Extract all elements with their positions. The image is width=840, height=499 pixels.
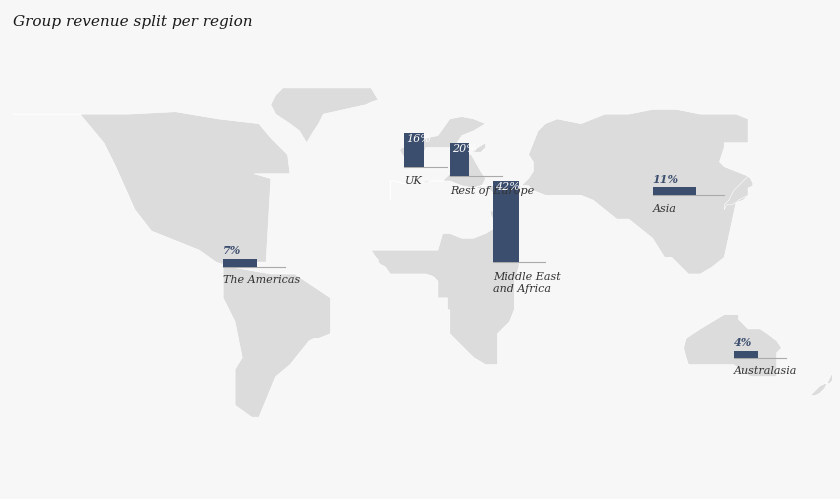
Text: Group revenue split per region: Group revenue split per region bbox=[13, 15, 252, 29]
Text: Australasia: Australasia bbox=[734, 366, 797, 376]
Bar bbox=[405, 133, 423, 167]
Text: 11%: 11% bbox=[653, 174, 679, 185]
Polygon shape bbox=[810, 372, 839, 396]
Text: 4%: 4% bbox=[734, 337, 752, 348]
Bar bbox=[223, 258, 256, 267]
Bar bbox=[734, 351, 758, 357]
Polygon shape bbox=[270, 88, 378, 143]
Polygon shape bbox=[223, 262, 330, 417]
Polygon shape bbox=[724, 176, 753, 210]
Text: 7%: 7% bbox=[223, 245, 242, 256]
Text: The Americas: The Americas bbox=[223, 275, 301, 285]
Bar bbox=[450, 143, 469, 176]
Bar bbox=[493, 181, 519, 262]
Bar bbox=[653, 187, 696, 195]
Polygon shape bbox=[684, 314, 781, 377]
Polygon shape bbox=[371, 210, 519, 365]
Text: 42%: 42% bbox=[495, 182, 520, 192]
Polygon shape bbox=[474, 109, 748, 274]
Text: Middle East
and Africa: Middle East and Africa bbox=[493, 271, 560, 294]
Text: Rest of Europe: Rest of Europe bbox=[450, 186, 534, 196]
Polygon shape bbox=[390, 117, 486, 200]
Text: 16%: 16% bbox=[407, 134, 431, 144]
Text: Asia: Asia bbox=[653, 204, 676, 214]
Polygon shape bbox=[13, 112, 290, 274]
Text: UK: UK bbox=[405, 176, 423, 186]
Text: 20%: 20% bbox=[452, 144, 476, 154]
Polygon shape bbox=[400, 148, 417, 167]
